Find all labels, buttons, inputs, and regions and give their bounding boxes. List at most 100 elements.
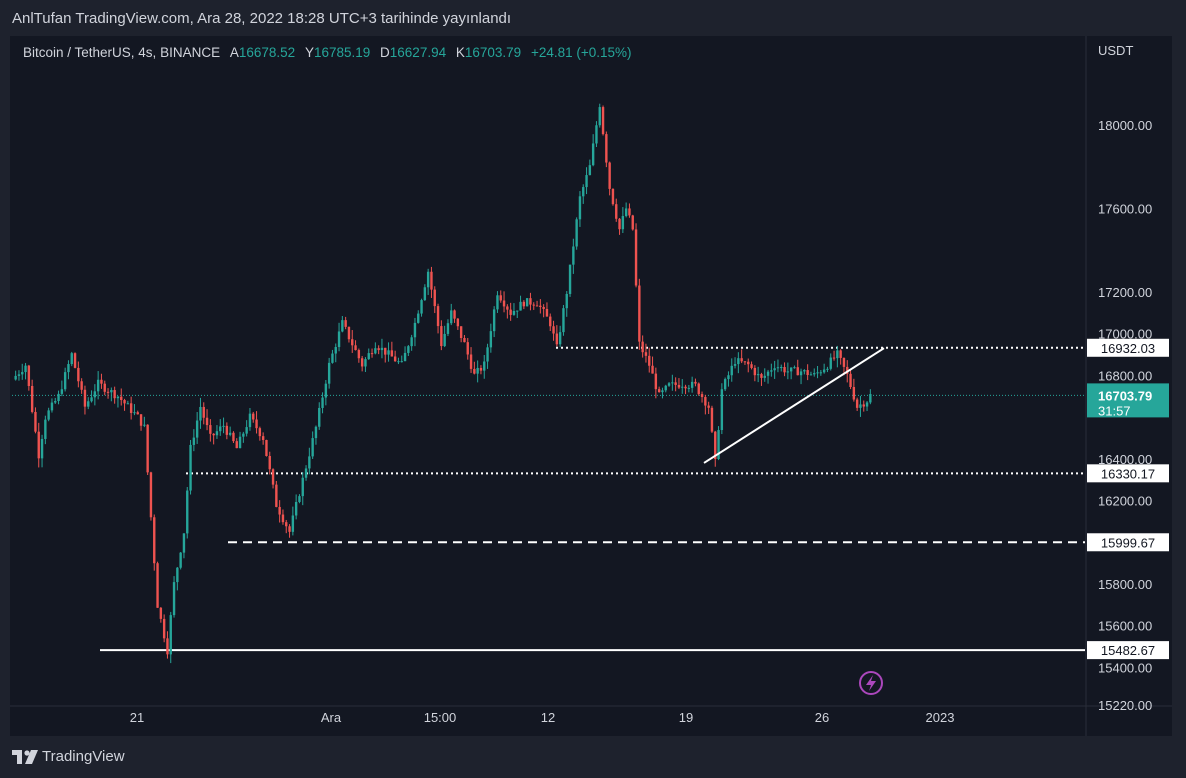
candle-body — [24, 365, 27, 373]
chart-pane[interactable] — [10, 36, 1172, 736]
level-price-text: 16932.03 — [1101, 341, 1155, 356]
candle-body — [21, 372, 24, 375]
candle-body — [222, 425, 225, 427]
currency-label: USDT — [1098, 43, 1133, 58]
candle-body — [192, 437, 196, 445]
candle-body — [793, 367, 796, 369]
candle-body — [723, 379, 727, 390]
candle-body — [822, 369, 826, 373]
candle-body — [291, 515, 295, 532]
candle-body — [859, 404, 862, 408]
candle-body — [146, 424, 149, 473]
candle-body — [677, 384, 681, 388]
candle-body — [463, 338, 466, 343]
candle-body — [545, 308, 549, 317]
candle-body — [413, 322, 417, 338]
symbol-title[interactable]: Bitcoin / TetherUS, 4s, BINANCE — [23, 45, 221, 60]
candle-body — [529, 298, 532, 305]
candle-body — [813, 373, 816, 375]
x-tick-label: 15:00 — [424, 710, 457, 725]
candle-body — [747, 361, 750, 365]
candle-body — [816, 372, 819, 374]
candle-body — [351, 339, 354, 346]
high-value: 16785.19 — [313, 45, 371, 60]
candle-body — [344, 320, 347, 327]
x-tick-label: 12 — [541, 710, 555, 725]
candle-body — [337, 331, 341, 348]
candle-body — [387, 350, 390, 355]
candle-body — [120, 396, 123, 401]
candle-body — [704, 397, 707, 406]
open-label: A — [229, 45, 239, 60]
level-price-tag — [1087, 338, 1169, 357]
candle-body — [558, 332, 562, 345]
candle-body — [585, 175, 588, 188]
candle-body — [238, 436, 242, 449]
candle-body — [245, 427, 248, 434]
y-tick-label: 16200.00 — [1098, 493, 1152, 508]
candle-body — [17, 374, 21, 376]
candle-body — [252, 413, 255, 420]
candle-body — [648, 355, 651, 366]
candle-body — [390, 350, 394, 357]
candle-body — [512, 310, 516, 315]
y-tick-label: 15800.00 — [1098, 577, 1152, 592]
candle-body — [83, 389, 87, 407]
candle-body — [47, 410, 50, 420]
candle-body — [638, 285, 641, 342]
candle-body — [182, 533, 186, 553]
candle-body — [90, 397, 93, 402]
candle-body — [651, 365, 654, 374]
candle-body — [133, 412, 136, 414]
candle-body — [285, 522, 288, 527]
lightning-event-icon[interactable] — [859, 671, 883, 695]
candle-body — [430, 271, 433, 290]
candle-body — [176, 567, 179, 583]
candle-body — [159, 607, 163, 619]
candle-body — [106, 391, 110, 393]
candle-body — [347, 326, 351, 340]
candle-body — [268, 456, 271, 470]
candle-body — [842, 357, 846, 367]
candle-body — [255, 419, 258, 429]
candle-body — [506, 306, 509, 310]
candle-body — [235, 441, 238, 449]
candle-body — [832, 357, 836, 359]
candle-body — [308, 456, 311, 469]
candle-body — [314, 426, 318, 439]
x-tick-label: 2023 — [926, 710, 955, 725]
candle-body — [195, 420, 199, 438]
candle-body — [624, 208, 628, 217]
candle-body — [87, 401, 90, 407]
candle-body — [535, 305, 539, 307]
current-price-text: 16703.79 — [1098, 388, 1152, 403]
candle-body — [288, 526, 291, 532]
candle-body — [621, 216, 625, 230]
candle-body — [869, 394, 872, 403]
lightning-bolt-icon — [866, 675, 876, 691]
candle-body — [321, 397, 324, 408]
candle-body — [450, 310, 453, 324]
candle-body — [714, 431, 717, 459]
candle-body — [232, 432, 235, 442]
candle-body — [70, 353, 73, 365]
candle-body — [611, 188, 615, 205]
candle-body — [374, 348, 377, 354]
candle-body — [153, 517, 156, 564]
candle-body — [60, 389, 64, 394]
high-label: Y — [304, 45, 314, 60]
candle-body — [327, 362, 331, 384]
candle-body — [697, 383, 700, 395]
candle-body — [179, 552, 182, 568]
candle-body — [829, 357, 832, 369]
candle-body — [100, 379, 103, 384]
candle-body — [803, 370, 806, 372]
candle-body — [839, 350, 842, 358]
candle-body — [400, 361, 403, 363]
candle-body — [525, 298, 529, 307]
candle-body — [717, 430, 720, 459]
x-tick-label: 21 — [130, 710, 144, 725]
candle-body — [601, 107, 605, 135]
candle-body — [618, 218, 621, 230]
